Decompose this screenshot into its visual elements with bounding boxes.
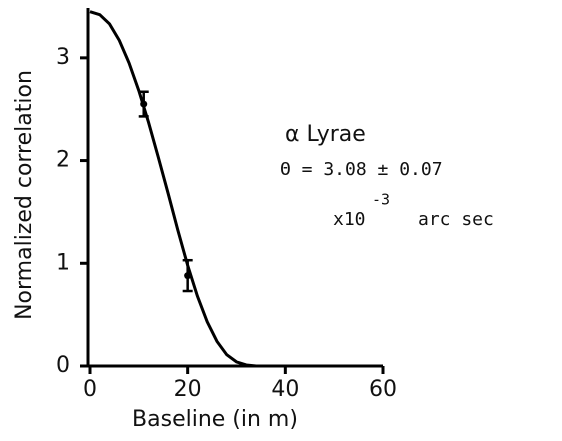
y-tick-label: 3 — [56, 45, 70, 70]
annotation: α Lyrae — [285, 122, 366, 147]
annotation: x10 — [333, 209, 366, 230]
annotation: Θ = 3.08 ± 0.07 — [280, 159, 443, 180]
annotation: -3 — [372, 191, 390, 209]
x-tick-label: 60 — [369, 377, 397, 402]
x-tick-label: 0 — [83, 377, 97, 402]
annotation: arc sec — [418, 209, 494, 230]
data-point — [184, 272, 192, 280]
y-tick-label: 1 — [56, 250, 70, 275]
x-axis-label: Baseline (in m) — [132, 407, 298, 432]
x-tick-label: 40 — [271, 377, 299, 402]
curve — [89, 10, 257, 368]
y-axis-label: Normalized correlation — [12, 70, 37, 320]
x-tick-label: 20 — [174, 377, 202, 402]
y-tick-label: 0 — [56, 353, 70, 378]
y-tick-label: 2 — [56, 148, 70, 173]
data-point — [140, 100, 148, 108]
